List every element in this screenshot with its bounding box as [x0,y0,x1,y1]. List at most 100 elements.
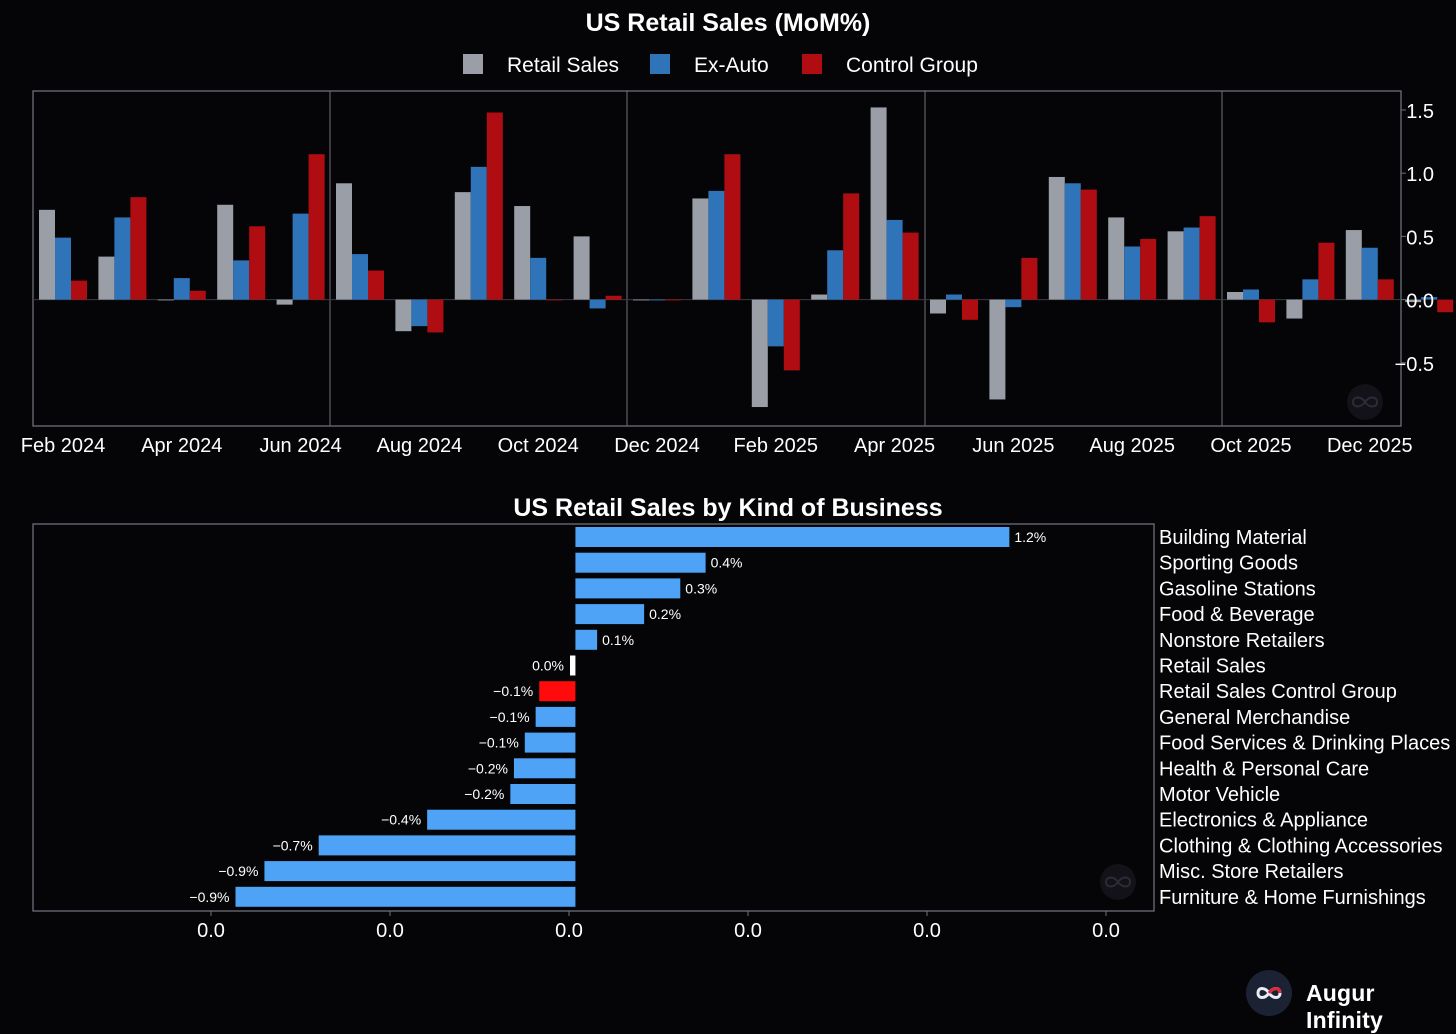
chart1-xtick-label-2: Jun 2024 [259,435,341,457]
chart1-xtick-label-7: Apr 2025 [854,435,935,457]
chart1-xtick-label-0: Feb 2024 [21,435,106,457]
hbar-14 [235,886,576,907]
bar-retail-sales-14 [870,107,887,300]
bar-ex-auto-1 [114,217,131,300]
hbar-value-label-0: 1.2% [1014,529,1046,545]
bar-partial-month-1 [1421,297,1438,300]
bar-control-group-19 [1199,216,1216,300]
chart1-xtick-label-10: Oct 2025 [1210,435,1291,457]
hbar-11 [427,809,576,830]
hbar-category-label-12: Clothing & Clothing Accessories [1159,835,1442,857]
bar-ex-auto-19 [1183,227,1200,300]
bar-ex-auto-3 [233,260,250,300]
bar-control-group-17 [1080,189,1097,300]
bar-retail-sales-20 [1227,292,1243,300]
bar-ex-auto-17 [1064,183,1081,300]
infinity-logo-icon [1246,970,1292,1016]
bar-ex-auto-4 [292,213,309,300]
bar-retail-sales-13 [811,294,828,300]
chart1-ytick-label-0: 1.5 [1406,101,1434,123]
bar-retail-sales-2 [157,299,174,301]
bar-control-group-1 [130,197,147,300]
chart2-title: US Retail Sales by Kind of Business [513,494,942,522]
hbar-value-label-2: 0.3% [685,580,717,596]
bar-control-group-22 [1377,279,1394,300]
bar-ex-auto-9 [589,299,606,309]
legend-swatch-1 [650,54,670,74]
hbar-value-label-1: 0.4% [711,555,743,571]
bar-ex-auto-5 [352,254,368,300]
legend-label-1: Ex-Auto [694,54,769,77]
bar-control-group-6 [427,299,444,333]
chart2-xtick-label-3: 0.0 [734,920,762,942]
hbar-2 [575,578,681,599]
hbar-4 [575,629,598,650]
bar-ex-auto-11 [708,190,725,300]
hbar-7 [535,706,576,727]
bar-ex-auto-2 [173,278,190,300]
chart2-xtick-label-1: 0.0 [376,920,404,942]
chart2-xtick-label-5: 0.0 [1092,920,1120,942]
hbar-category-label-1: Sporting Goods [1159,553,1298,575]
bar-ex-auto-20 [1243,289,1259,300]
chart1-xtick-label-11: Dec 2025 [1327,435,1413,457]
bar-ex-auto-13 [827,250,844,300]
chart1-xtick-label-6: Feb 2025 [734,435,819,457]
hbar-9 [513,758,576,779]
chart1-ytick-label-1: 1.0 [1406,164,1434,186]
hbar-6 [539,681,576,702]
chart2-axes-frame [32,523,1155,912]
bar-ex-auto-15 [946,294,962,300]
legend-swatch-2 [802,54,822,74]
hbar-value-label-5: 0.0% [532,658,564,674]
bar-control-group-7 [486,112,503,300]
chart1-xtick-label-4: Oct 2024 [498,435,579,457]
bar-ex-auto-16 [1005,299,1022,308]
bar-retail-sales-0 [39,209,55,300]
bar-retail-sales-11 [692,198,709,300]
bar-retail-sales-5 [336,183,352,300]
chart1-ytick-label-2: 0.5 [1406,227,1434,249]
hbar-value-label-6: −0.1% [493,683,533,699]
bar-retail-sales-21 [1286,299,1303,319]
bar-retail-sales-15 [930,299,946,314]
chart1-watermark-glyph [1351,396,1379,408]
bar-control-group-20 [1259,299,1275,323]
hbar-0 [575,527,1010,547]
bar-retail-sales-10 [633,299,649,301]
hbar-category-label-14: Furniture & Home Furnishings [1159,887,1426,909]
chart1-title: US Retail Sales (MoM%) [586,9,871,37]
hbar-value-label-7: −0.1% [490,709,530,725]
hbar-10 [510,784,576,804]
bar-control-group-12 [783,299,800,371]
chart1-xtick-label-8: Jun 2025 [972,435,1054,457]
bar-retail-sales-4 [276,299,293,305]
bar-control-group-18 [1140,238,1157,300]
bar-retail-sales-18 [1108,217,1125,300]
bar-retail-sales-1 [98,256,115,300]
bar-control-group-0 [71,280,87,300]
hbar-value-label-14: −0.9% [189,889,229,905]
bar-control-group-8 [546,299,563,301]
legend-swatch-0 [463,54,483,74]
chart2-xtick-label-2: 0.0 [555,920,583,942]
chart2-watermark-glyph [1104,876,1132,888]
bar-ex-auto-7 [470,166,487,300]
bar-retail-sales-3 [217,204,234,300]
bar-ex-auto-12 [767,299,784,347]
bar-retail-sales-22 [1345,230,1362,300]
bar-retail-sales-8 [514,206,531,300]
hbar-category-label-8: Food Services & Drinking Places [1159,733,1450,755]
hbar-12 [318,835,576,856]
chart2-xtick-label-4: 0.0 [913,920,941,942]
bar-ex-auto-6 [411,299,428,327]
chart1-xtick-label-5: Dec 2024 [614,435,700,457]
bar-retail-sales-9 [573,236,590,300]
hbar-category-label-13: Misc. Store Retailers [1159,861,1344,883]
chart2-xtick-label-0: 0.0 [197,920,225,942]
chart1-xtick-label-1: Apr 2024 [141,435,222,457]
hbar-category-label-0: Building Material [1159,527,1307,549]
hbar-5 [569,655,576,676]
bar-partial-month-2 [1437,299,1454,313]
